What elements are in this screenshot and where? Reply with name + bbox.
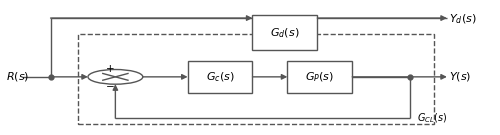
Text: $G_P(s)$: $G_P(s)$ xyxy=(305,70,334,84)
Bar xyxy=(252,15,318,50)
Text: $G_d(s)$: $G_d(s)$ xyxy=(270,26,300,40)
Text: $G_{CL}(s)$: $G_{CL}(s)$ xyxy=(417,112,448,125)
Bar xyxy=(288,61,352,93)
Bar xyxy=(78,34,434,124)
Text: $G_c(s)$: $G_c(s)$ xyxy=(206,70,234,84)
Text: $R(s)$: $R(s)$ xyxy=(6,70,29,83)
Text: $+$: $+$ xyxy=(104,63,114,74)
Text: $Y_d(s)$: $Y_d(s)$ xyxy=(450,13,477,26)
Text: $Y(s)$: $Y(s)$ xyxy=(450,70,472,83)
Bar xyxy=(188,61,252,93)
Circle shape xyxy=(88,70,143,84)
Text: $-$: $-$ xyxy=(104,80,114,90)
